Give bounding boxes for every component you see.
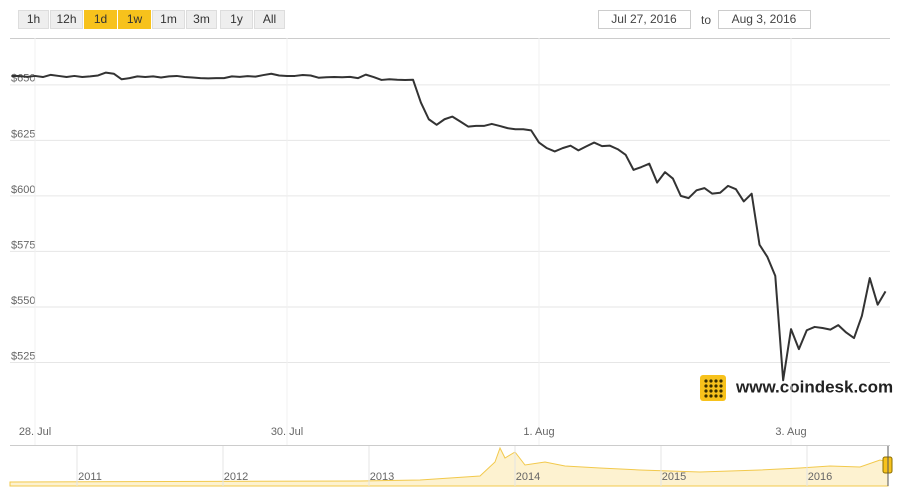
watermark-logo <box>700 375 726 401</box>
date-input[interactable] <box>598 10 691 29</box>
y-tick-label: $650 <box>11 73 35 85</box>
date-input[interactable] <box>718 10 811 29</box>
y-tick-label: $625 <box>11 128 35 140</box>
y-tick-label: $550 <box>11 295 35 307</box>
range-button-label: 1y <box>230 12 243 26</box>
range-button[interactable] <box>220 10 253 29</box>
range-button[interactable] <box>152 10 185 29</box>
range-button-label: 1w <box>127 12 143 26</box>
x-tick-label: 28. Jul <box>19 426 51 438</box>
x-tick-label: 3. Aug <box>775 426 806 438</box>
watermark: www.coindesk.com <box>735 377 893 396</box>
y-tick-label: $575 <box>11 239 35 251</box>
navigator-year-label: 2012 <box>224 471 248 483</box>
range-button[interactable] <box>84 10 117 29</box>
navigator-year-label: 2014 <box>516 471 540 483</box>
navigator-year-label: 2016 <box>808 471 832 483</box>
navigator-year-label: 2013 <box>370 471 394 483</box>
range-button-label: 1d <box>94 12 107 26</box>
range-button[interactable] <box>186 10 217 29</box>
range-button-label: 12h <box>56 12 76 26</box>
range-button[interactable] <box>254 10 285 29</box>
range-button[interactable] <box>18 10 49 29</box>
range-button-label: 1m <box>160 12 177 26</box>
date-separator: to <box>701 13 711 27</box>
range-button[interactable] <box>118 10 151 29</box>
range-button-label: 1h <box>27 12 40 26</box>
date-to: Aug 3, 2016 <box>732 12 797 26</box>
price-line <box>11 71 887 382</box>
range-button-label: All <box>263 12 276 26</box>
y-tick-label: $600 <box>11 184 35 196</box>
navigator-year-label: 2011 <box>78 471 102 483</box>
x-tick-label: 1. Aug <box>523 426 554 438</box>
range-button-label: 3m <box>193 12 210 26</box>
range-button[interactable] <box>50 10 83 29</box>
y-tick-label: $525 <box>11 350 35 362</box>
navigator-year-label: 2015 <box>662 471 686 483</box>
x-tick-label: 30. Jul <box>271 426 303 438</box>
date-from: Jul 27, 2016 <box>611 12 677 26</box>
